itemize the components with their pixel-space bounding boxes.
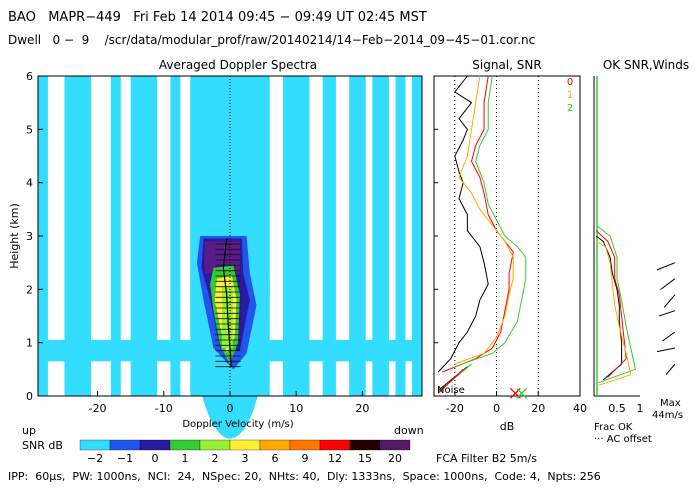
y-tick-label: 3 bbox=[26, 230, 33, 243]
legend-entry: 0 bbox=[567, 77, 573, 88]
colorbar-swatch bbox=[289, 439, 321, 451]
legend-entry: 1 bbox=[567, 90, 573, 101]
y-tick-label: 4 bbox=[26, 177, 33, 190]
header-station-line: BAO MAPR−449 Fri Feb 14 2014 09:45 − 09:… bbox=[8, 10, 427, 25]
ok-snr-winds-panel: 0.5 1 OK SNR,Winds Frac OK··· AC offset Max4… bbox=[593, 58, 689, 445]
wind-barb bbox=[658, 310, 676, 317]
colorbar-level: 1 bbox=[182, 452, 189, 465]
colorbar-level: 12 bbox=[328, 452, 342, 465]
x-axis-label: Doppler Velocity (m/s) bbox=[182, 419, 293, 430]
panel-title: Signal, SNR bbox=[472, 58, 541, 72]
x-tick-label: 0 bbox=[493, 402, 500, 415]
colorbar-level: −2 bbox=[87, 452, 103, 465]
wind-barb bbox=[656, 262, 676, 271]
colorbar-swatch bbox=[109, 439, 141, 451]
y-tick-label: 0 bbox=[26, 390, 33, 403]
y-tick-label: 5 bbox=[26, 123, 33, 136]
header-dwell-line: Dwell 0 − 9 /scr/data/modular_prof/raw/2… bbox=[8, 33, 536, 47]
max-label-line1: Max bbox=[660, 398, 681, 409]
footer-parameters: IPP: 60μs, PW: 1000ns, NCI: 24, NSpec: 2… bbox=[8, 470, 601, 483]
colorbar-swatch bbox=[379, 439, 411, 451]
spectra-streak bbox=[110, 76, 121, 396]
colorbar-level: 0 bbox=[152, 452, 159, 465]
y-tick-label: 1 bbox=[26, 337, 33, 350]
spectra-streak bbox=[395, 76, 406, 396]
plot-frame bbox=[433, 75, 581, 397]
x-axis-label: Frac OK bbox=[594, 422, 633, 433]
y-tick-label: 6 bbox=[26, 70, 33, 83]
wind-barb bbox=[662, 331, 676, 342]
colorbar-swatch bbox=[169, 439, 201, 451]
spectra-streak bbox=[322, 76, 336, 396]
wind-barb bbox=[663, 294, 676, 308]
spectra-streak bbox=[372, 76, 389, 396]
legend-note: ··· AC offset bbox=[594, 434, 652, 445]
panel-title: Averaged Doppler Spectra bbox=[159, 58, 317, 72]
max-label-line2: 44m/s bbox=[652, 410, 683, 421]
x-tick-label: 20 bbox=[355, 402, 369, 415]
down-label: down bbox=[394, 424, 424, 437]
snr-colorbar: SNR dB−2 −1 0 1 2 3 6 9 12 15 20 bbox=[22, 439, 411, 465]
series-line bbox=[454, 75, 527, 368]
colorbar-level: 15 bbox=[358, 452, 372, 465]
y-axis-label: Height (km) bbox=[8, 203, 21, 269]
series-line bbox=[595, 224, 636, 384]
panel-title: OK SNR,Winds bbox=[603, 58, 689, 72]
wind-barb bbox=[665, 363, 676, 376]
x-tick-label: 10 bbox=[289, 402, 303, 415]
legend-entry: 2 bbox=[567, 103, 573, 114]
series-line bbox=[596, 240, 632, 386]
colorbar-level: 6 bbox=[272, 452, 279, 465]
x-tick-label: 1 bbox=[637, 402, 644, 415]
signal-snr-panel: -20 0 20 40 Signal, SNR dB Noise 0 1 2 FCA Filter … bbox=[433, 58, 587, 465]
filter-label: FCA Filter B2 5m/s bbox=[436, 452, 537, 465]
x-tick-label: 0.5 bbox=[608, 402, 626, 415]
noise-marker bbox=[516, 387, 528, 399]
spectra-streak bbox=[412, 76, 422, 396]
x-tick-label: 20 bbox=[531, 402, 545, 415]
noise-label: Noise bbox=[437, 385, 465, 396]
series-line bbox=[454, 75, 514, 365]
doppler-spectra-panel: -20 -10 0 10 20 0 1 2 3 4 5 6 Averaged Doppler Spect… bbox=[8, 58, 424, 439]
colorbar-swatch bbox=[139, 439, 171, 451]
series-line bbox=[437, 75, 489, 373]
x-tick-label: -10 bbox=[155, 402, 173, 415]
y-tick-label: 2 bbox=[26, 283, 33, 296]
colorbar-swatch bbox=[199, 439, 231, 451]
colorbar-swatch bbox=[319, 439, 351, 451]
x-tick-label: -20 bbox=[446, 402, 464, 415]
noise-line bbox=[437, 368, 464, 394]
wind-barb bbox=[660, 278, 676, 290]
up-label: up bbox=[22, 424, 36, 437]
colorbar-level: 20 bbox=[388, 452, 402, 465]
x-tick-label: 0 bbox=[227, 402, 234, 415]
spectra-streak bbox=[349, 76, 366, 396]
colorbar-swatch bbox=[79, 439, 111, 451]
colorbar-swatch bbox=[349, 439, 381, 451]
colorbar-swatch bbox=[229, 439, 261, 451]
colorbar-level: 2 bbox=[212, 452, 219, 465]
colorbar-swatch bbox=[259, 439, 291, 451]
colorbar-level: 3 bbox=[242, 452, 249, 465]
colorbar-level: 9 bbox=[302, 452, 309, 465]
colorbar-level: −1 bbox=[117, 452, 133, 465]
x-axis-label: dB bbox=[500, 420, 515, 433]
x-tick-label: -20 bbox=[89, 402, 107, 415]
mean-velocity-line bbox=[222, 238, 232, 367]
spectra-streak bbox=[170, 76, 181, 396]
wind-barb bbox=[656, 347, 676, 353]
colorbar-label: SNR dB bbox=[22, 439, 63, 452]
x-tick-label: 40 bbox=[573, 402, 587, 415]
